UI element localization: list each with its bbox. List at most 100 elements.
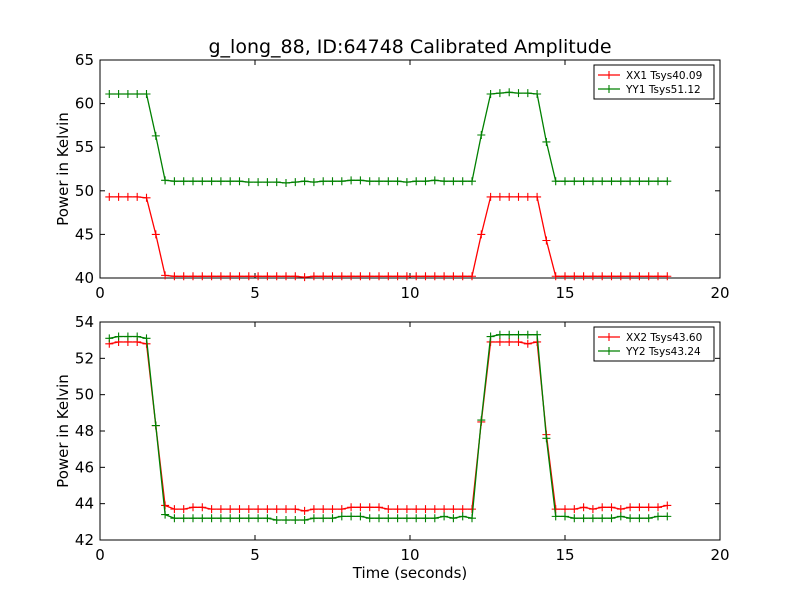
data-point (263, 514, 272, 523)
data-point (635, 503, 644, 512)
data-point (347, 176, 356, 185)
data-point (616, 505, 625, 514)
data-point (235, 514, 244, 523)
data-point (402, 505, 411, 514)
data-point (133, 192, 142, 201)
data-point (123, 332, 132, 341)
data-point (309, 514, 318, 523)
data-point (198, 503, 207, 512)
data-point (272, 272, 281, 281)
data-point (356, 272, 365, 281)
data-point (254, 272, 263, 281)
data-point (616, 512, 625, 521)
data-point (607, 503, 616, 512)
data-point (272, 505, 281, 514)
legend-marker (605, 71, 613, 79)
y-tick-label: 55 (75, 138, 94, 156)
data-point (514, 192, 523, 201)
data-point (598, 272, 607, 281)
data-point (644, 177, 653, 186)
data-point (235, 505, 244, 514)
data-point (551, 512, 560, 521)
series-line (109, 196, 668, 278)
data-point (421, 272, 430, 281)
legend-entry: XX2 Tsys43.60 (626, 332, 702, 344)
y-tick-label: 48 (75, 422, 94, 440)
data-point (654, 512, 662, 521)
data-point (161, 510, 170, 519)
data-point (440, 505, 449, 514)
data-point (635, 514, 644, 523)
data-point (440, 272, 449, 281)
data-point (254, 178, 263, 187)
data-point (226, 514, 235, 523)
data-point (254, 505, 263, 514)
y-tick-label: 50 (75, 386, 94, 404)
data-point (142, 193, 151, 202)
data-point (523, 192, 532, 201)
data-point (272, 516, 281, 525)
data-point (412, 514, 421, 523)
legend: XX1 Tsys40.09 YY1 Tsys51.12 (593, 64, 715, 100)
top-subplot: 0 5 10 15 20 40 45 50 55 60 65 Power in Kelvin XX1 T… (54, 51, 730, 302)
data-point (505, 330, 514, 339)
data-point (161, 176, 170, 185)
data-point (300, 506, 309, 515)
data-point (495, 330, 504, 339)
data-point (440, 512, 449, 521)
data-point (179, 272, 188, 281)
data-point (216, 177, 225, 186)
data-point (663, 512, 672, 521)
data-point (579, 272, 588, 281)
data-point (347, 503, 356, 512)
data-point (356, 512, 365, 521)
data-point (337, 177, 346, 186)
data-point (216, 514, 225, 523)
data-point (123, 192, 132, 201)
data-point (626, 514, 635, 523)
data-point (216, 272, 225, 281)
figure-title: g_long_88, ID:64748 Calibrated Amplitude (208, 36, 611, 58)
data-point (393, 514, 402, 523)
data-point (542, 236, 551, 245)
data-point (142, 334, 151, 343)
data-point (114, 192, 123, 201)
data-point (356, 176, 365, 185)
data-point (328, 272, 337, 281)
data-point (179, 505, 188, 514)
data-point (263, 272, 272, 281)
data-point (514, 330, 523, 339)
data-point (189, 503, 197, 512)
data-point (384, 505, 393, 514)
data-point (189, 514, 197, 523)
data-point (179, 514, 188, 523)
legend: XX2 Tsys43.60 YY2 Tsys43.24 (593, 326, 715, 362)
data-point (588, 505, 597, 514)
data-point (412, 177, 421, 186)
data-point (663, 177, 672, 186)
series-0 (105, 337, 672, 515)
data-point (189, 177, 197, 186)
data-point (105, 334, 114, 343)
data-point (579, 503, 588, 512)
data-point (319, 514, 328, 523)
data-point (458, 272, 467, 281)
data-point (570, 505, 579, 514)
data-point (402, 178, 411, 187)
data-point (588, 177, 597, 186)
y-tick-label: 44 (75, 495, 94, 513)
data-point (244, 178, 253, 187)
legend-entry: XX1 Tsys40.09 (626, 70, 702, 82)
data-point (514, 89, 523, 98)
data-point (551, 177, 560, 186)
series-0 (105, 192, 672, 282)
data-point (337, 505, 346, 514)
data-point (616, 272, 625, 281)
data-point (365, 514, 374, 523)
data-point (133, 90, 142, 99)
data-point (291, 516, 300, 525)
x-tick-label: 20 (710, 546, 729, 564)
data-point (477, 416, 486, 425)
data-point (216, 505, 225, 514)
